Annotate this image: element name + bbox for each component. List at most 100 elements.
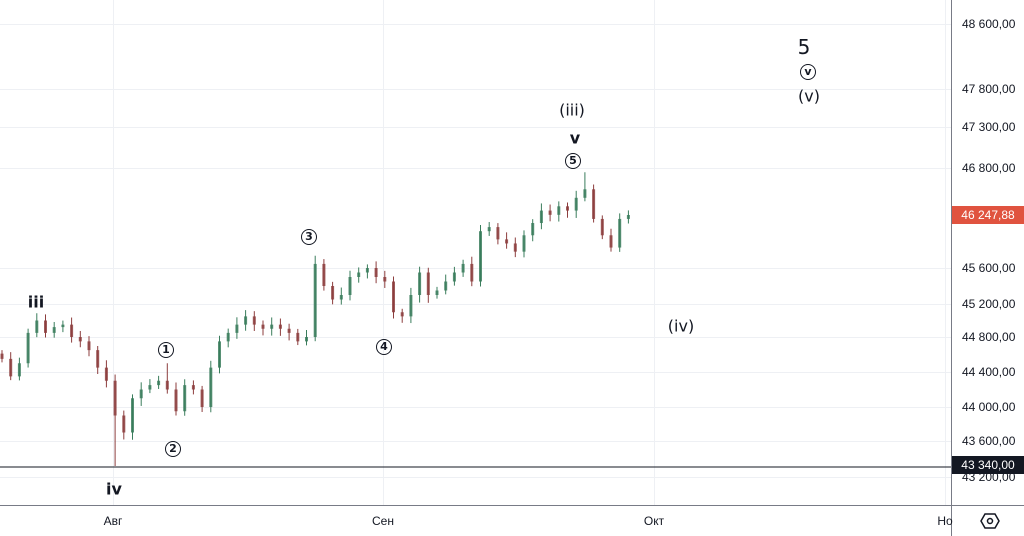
wave-label[interactable]: v bbox=[800, 60, 816, 80]
candle bbox=[26, 328, 30, 368]
candle bbox=[70, 317, 74, 343]
candle-body bbox=[505, 239, 509, 244]
candle-body bbox=[209, 367, 213, 407]
wave-label[interactable]: (v) bbox=[798, 87, 820, 106]
candle-body bbox=[122, 415, 126, 433]
settings-hexagon-icon[interactable] bbox=[980, 511, 1000, 531]
candle bbox=[17, 357, 21, 381]
candle-body bbox=[35, 320, 39, 333]
wave-label-text: (v) bbox=[798, 86, 820, 106]
wave-label-text: iv bbox=[106, 479, 122, 499]
candle-body bbox=[44, 320, 47, 333]
candle bbox=[609, 228, 613, 252]
wave-label[interactable]: 3 bbox=[301, 225, 317, 245]
wave-label[interactable]: v bbox=[570, 129, 580, 148]
candle-body bbox=[487, 227, 491, 232]
time-tick-label: Но bbox=[937, 514, 953, 528]
candle bbox=[322, 259, 326, 291]
candle bbox=[470, 256, 474, 287]
candle-body bbox=[226, 332, 230, 342]
candle-body bbox=[600, 218, 604, 236]
candle-body bbox=[522, 235, 526, 252]
wave-label[interactable]: iii bbox=[28, 293, 44, 312]
candle-body bbox=[131, 398, 134, 433]
wave-label-text: v bbox=[800, 64, 816, 80]
price-tick-label: 46 800,00 bbox=[962, 161, 1016, 175]
candle-body bbox=[70, 324, 74, 337]
candle bbox=[191, 380, 195, 395]
candle bbox=[261, 320, 265, 336]
candle bbox=[296, 328, 300, 346]
candle bbox=[35, 313, 39, 338]
candle bbox=[548, 204, 552, 222]
candle bbox=[600, 215, 604, 240]
candle-body bbox=[313, 263, 317, 337]
candle-body bbox=[400, 312, 404, 317]
candle-body bbox=[52, 327, 56, 333]
candle bbox=[218, 335, 221, 374]
candle-body bbox=[461, 263, 465, 273]
candle bbox=[479, 225, 482, 287]
candle bbox=[165, 363, 169, 394]
candle bbox=[400, 308, 404, 323]
wave-label-text: 2 bbox=[165, 441, 181, 457]
wave-label[interactable]: iv bbox=[106, 480, 122, 499]
wave-label[interactable]: 4 bbox=[376, 335, 392, 355]
candle-body bbox=[452, 272, 456, 282]
wave-label-text: 5 bbox=[797, 35, 811, 59]
candle bbox=[287, 323, 291, 341]
candle bbox=[235, 317, 239, 339]
candle-body bbox=[96, 350, 100, 368]
candle-body bbox=[609, 235, 613, 248]
wave-label[interactable]: 2 bbox=[165, 437, 181, 457]
wave-label-text: 1 bbox=[158, 342, 174, 358]
time-tick-label: Окт bbox=[643, 514, 665, 528]
candle-body bbox=[87, 341, 91, 351]
candle-body bbox=[479, 231, 482, 282]
candle-body bbox=[409, 295, 413, 317]
price-tick-label: 44 000,00 bbox=[962, 400, 1016, 414]
candle bbox=[331, 281, 335, 305]
wave-label-text: 3 bbox=[301, 229, 317, 245]
candle bbox=[626, 210, 630, 224]
candle bbox=[513, 237, 517, 258]
candle-body bbox=[539, 210, 543, 224]
candle-body bbox=[574, 197, 578, 211]
candle bbox=[87, 336, 91, 357]
candle bbox=[157, 375, 161, 389]
candle bbox=[61, 320, 65, 333]
candle bbox=[348, 270, 352, 301]
candle-body bbox=[383, 277, 387, 282]
candle bbox=[557, 201, 561, 222]
candle-body bbox=[374, 268, 378, 277]
grid bbox=[0, 0, 951, 505]
wave-label[interactable]: 5 bbox=[565, 149, 581, 169]
candle-body bbox=[200, 389, 204, 407]
candle-body bbox=[470, 263, 474, 282]
price-tick-label: 48 600,00 bbox=[962, 17, 1016, 31]
candle bbox=[78, 330, 82, 348]
candle-body bbox=[244, 316, 248, 325]
wave-label[interactable]: 5 bbox=[798, 35, 811, 59]
candle bbox=[96, 346, 100, 375]
candle-body bbox=[322, 263, 326, 286]
candle-body bbox=[435, 290, 439, 295]
candle-body bbox=[278, 324, 282, 329]
wave-label[interactable]: 1 bbox=[158, 338, 174, 358]
wave-label[interactable]: (iv) bbox=[668, 317, 694, 336]
candle bbox=[200, 385, 204, 413]
candle bbox=[44, 314, 47, 338]
wave-label[interactable]: (iii) bbox=[559, 101, 585, 120]
candle-body bbox=[148, 385, 152, 390]
price-tick-label: 44 400,00 bbox=[962, 365, 1016, 379]
candle bbox=[505, 232, 509, 249]
candle-body bbox=[261, 324, 265, 329]
candle-body bbox=[235, 324, 239, 333]
time-tick-label: Авг bbox=[103, 514, 123, 528]
candle-body bbox=[557, 206, 561, 215]
candles bbox=[0, 172, 630, 466]
candle bbox=[461, 259, 465, 277]
candle bbox=[339, 287, 343, 305]
candle-body bbox=[305, 337, 308, 342]
